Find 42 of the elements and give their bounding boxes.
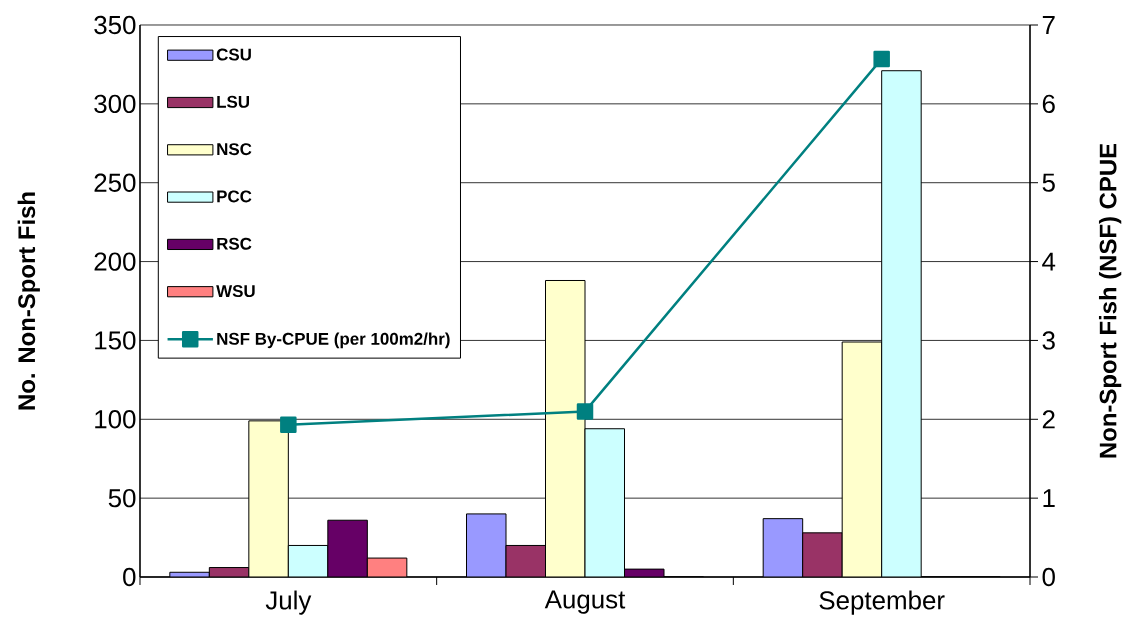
point	[280, 416, 297, 434]
legend-label: PCC	[217, 190, 252, 203]
y-tick-label: 250	[94, 173, 136, 192]
y-axis-title: No. Non-Sport Fish	[17, 192, 40, 410]
bar	[327, 519, 368, 577]
y2-tick-label: 2	[1042, 410, 1055, 429]
bar	[762, 518, 804, 577]
legend-label: WSU	[216, 285, 255, 298]
y2-tick-label: 4	[1042, 252, 1056, 271]
y-tick-label: 100	[95, 410, 136, 429]
y2-tick-label: 7	[1042, 16, 1055, 34]
y2-tick-label: 5	[1042, 173, 1055, 192]
bar	[545, 280, 586, 577]
y2-axis-title: Non-Sport Fish (NSF) CPUE	[1098, 143, 1122, 458]
point	[873, 50, 890, 68]
legend-label: NSF By-CPUE (per 100m2/hr)	[217, 332, 450, 349]
y-tick-label: 200	[94, 252, 136, 271]
legend-label: LSU	[217, 95, 249, 108]
bar	[466, 513, 507, 577]
y2-tick-label: 3	[1042, 331, 1055, 350]
bar	[505, 544, 546, 577]
y2-tick-label: 6	[1042, 94, 1055, 114]
bar	[802, 532, 843, 577]
bar	[584, 428, 625, 577]
y-tick-label: 150	[95, 331, 136, 350]
point	[576, 403, 594, 420]
legend-label: NSC	[217, 143, 252, 156]
bar	[841, 341, 883, 577]
y-tick-label: 350	[94, 15, 136, 35]
x-tick-label: July	[265, 590, 312, 615]
bar	[248, 420, 289, 577]
y2-tick-label: 1	[1043, 489, 1055, 508]
y2-tick-label: 0	[1042, 567, 1055, 587]
x-tick-label: September	[819, 590, 945, 615]
y-tick-label: 50	[108, 488, 136, 508]
legend-label: CSU	[216, 48, 251, 61]
legend-label: RSC	[217, 237, 252, 250]
y-tick-label: 0	[123, 567, 136, 587]
x-tick-label: August	[544, 590, 626, 614]
bar	[287, 544, 329, 577]
y-tick-label: 300	[94, 94, 136, 114]
bar	[881, 70, 922, 577]
